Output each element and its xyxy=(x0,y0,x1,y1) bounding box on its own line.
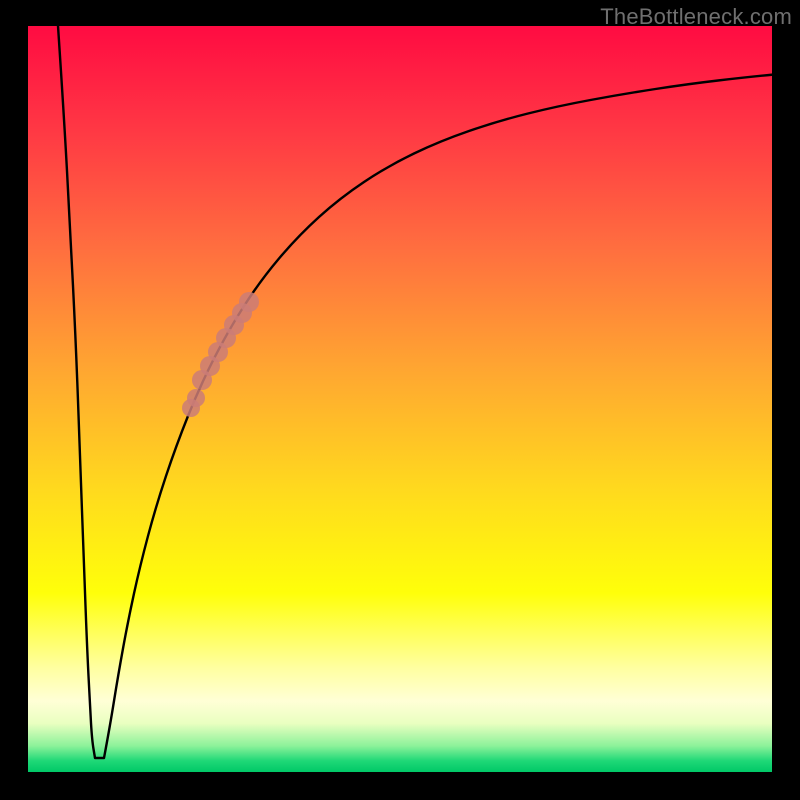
watermark-text: TheBottleneck.com xyxy=(600,4,792,30)
highlight-dot xyxy=(239,292,259,312)
plot-area xyxy=(28,26,772,772)
highlight-dot xyxy=(187,389,205,407)
chart-svg xyxy=(0,0,800,800)
chart-stage: TheBottleneck.com xyxy=(0,0,800,800)
